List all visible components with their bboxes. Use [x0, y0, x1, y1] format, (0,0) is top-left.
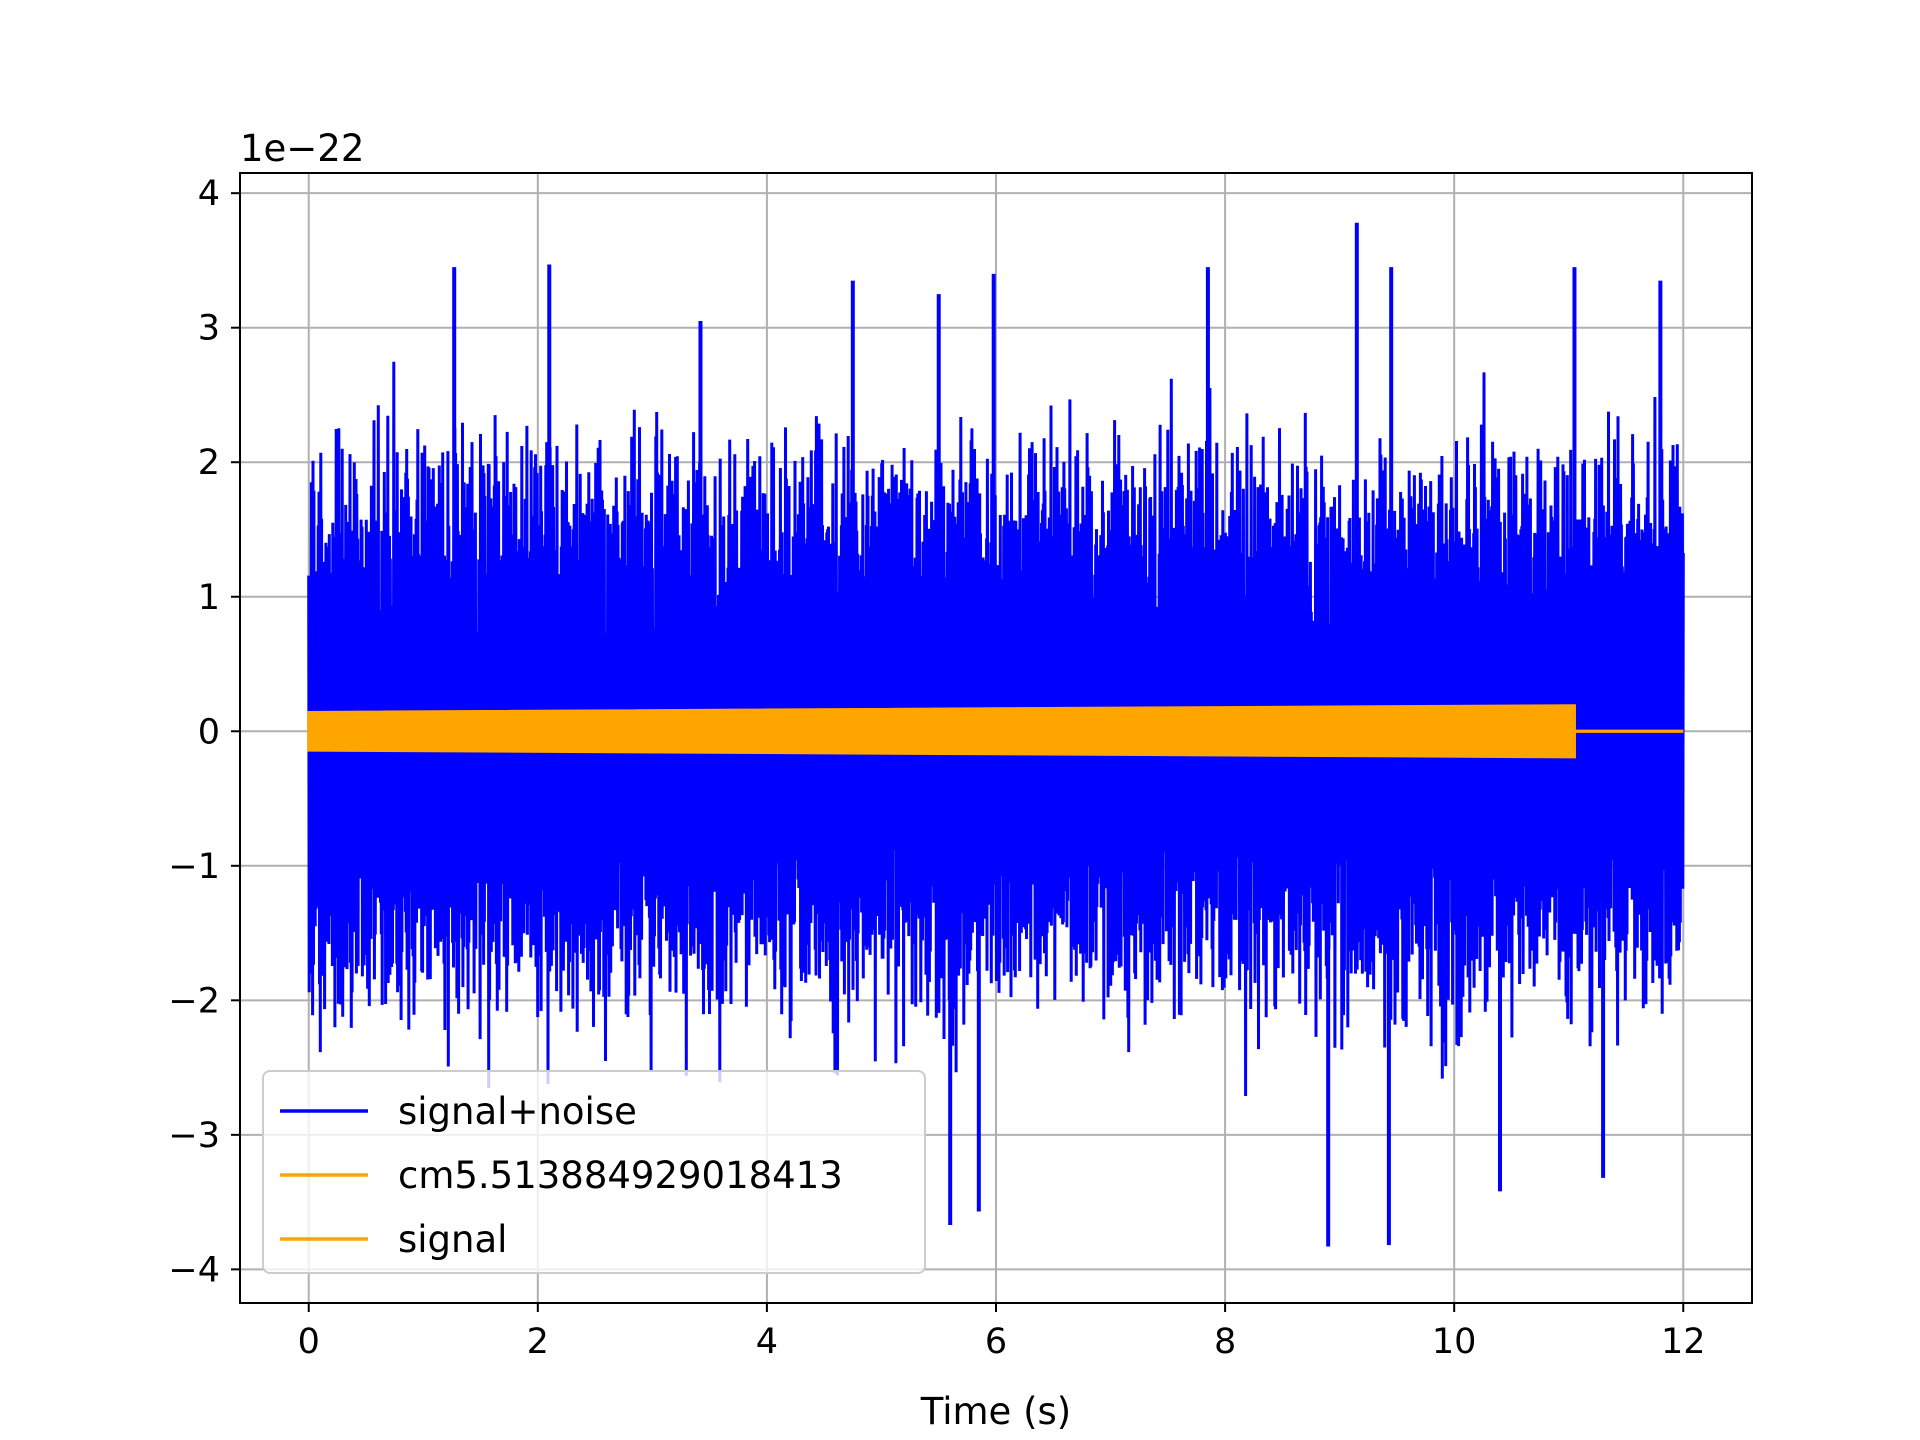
y-tick-label: 0 [198, 712, 220, 752]
x-tick-label: 6 [985, 1322, 1007, 1362]
x-tick-label: 12 [1661, 1322, 1706, 1362]
series-signal-noise [307, 361, 1685, 1097]
x-tick-label: 0 [298, 1322, 320, 1362]
legend-label-signal-noise: signal+noise [398, 1090, 637, 1133]
y-tick-label: −1 [168, 847, 220, 887]
x-tick-label: 8 [1214, 1322, 1236, 1362]
y-tick-label: 2 [198, 443, 220, 483]
x-tick-label: 2 [527, 1322, 549, 1362]
series-signal [307, 704, 1576, 759]
y-tick-label: −3 [168, 1116, 220, 1156]
legend-label-cm: cm5.513884929018413 [398, 1154, 843, 1197]
y-tick-label: 4 [198, 174, 220, 214]
y-tick-label: −2 [168, 981, 220, 1021]
y-tick-label: 3 [198, 309, 220, 349]
x-tick-label: 4 [756, 1322, 778, 1362]
x-tick-label: 10 [1432, 1322, 1477, 1362]
y-offset-label: 1e−22 [240, 127, 364, 170]
legend-label-signal: signal [398, 1218, 507, 1261]
plot-area [307, 222, 1685, 1247]
x-axis-label: Time (s) [920, 1390, 1071, 1433]
y-tick-label: 1 [198, 578, 220, 618]
y-tick-label: −4 [168, 1250, 220, 1290]
legend: signal+noise cm5.513884929018413 signal [262, 1070, 926, 1274]
legend-box [262, 1070, 926, 1274]
